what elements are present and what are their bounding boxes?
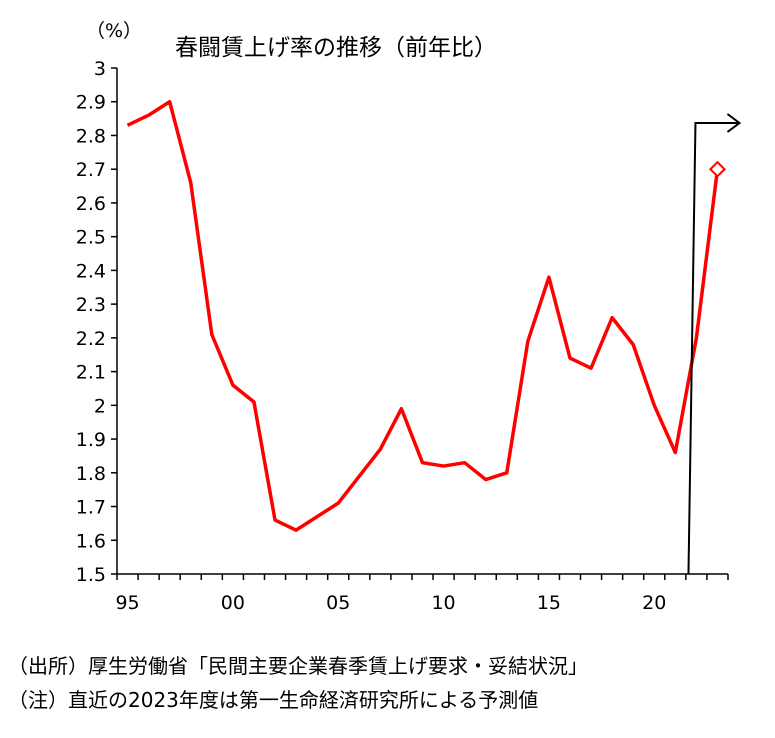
data-point [505,471,509,475]
x-tick-label: 00 [221,592,245,614]
y-tick-label: 2.6 [76,193,106,215]
data-points [126,100,699,532]
data-point [189,181,193,185]
y-tick-label: 2 [94,395,106,417]
data-point [673,451,677,455]
data-point [252,400,256,404]
y-tick-label: 2.3 [76,294,106,316]
forecast-note: （注）直近の2023年度は第一生命経済研究所による予測値 [8,688,539,712]
y-tick-label: 1.9 [76,429,106,451]
data-point [547,275,551,279]
x-tick-label: 05 [326,592,350,614]
data-point [336,501,340,505]
y-tick-label: 2.5 [76,227,106,249]
y-tick-label: 3 [94,58,106,80]
y-axis-unit-label: （%） [86,20,143,42]
y-tick-label: 1.8 [76,463,106,485]
data-point [652,403,656,407]
data-point [168,100,172,104]
line-chart: 1.5 1.6 1.7 1.8 1.9 2 2.1 2.2 2.3 2.4 2.5 2.6 2.7 2.8… [76,58,742,614]
y-axis: 1.5 1.6 1.7 1.8 1.9 2 2.1 2.2 2.3 2.4 2.5 2.6 2.7 2.8… [76,58,118,586]
data-point [357,474,361,478]
y-tick-label: 1.7 [76,497,106,519]
data-point [294,528,298,532]
data-point [694,336,698,340]
y-tick-label: 2.1 [76,362,106,384]
forecast-arrow-icon [687,113,742,575]
forecast-marker [708,160,726,178]
data-point [610,316,614,320]
data-point [315,515,319,519]
chart-title: 春闘賃上げ率の推移（前年比） [175,35,497,61]
series-line [126,99,720,532]
y-tick-label: 1.5 [76,564,106,586]
data-point [631,343,635,347]
data-point [231,383,235,387]
y-tick-label: 2.7 [76,159,106,181]
data-point [378,447,382,451]
y-tick-label: 2.9 [76,92,106,114]
data-point [210,332,214,336]
x-tick-label: 10 [431,592,455,614]
data-point [421,461,425,465]
x-tick-label: 95 [115,592,139,614]
data-point [126,123,130,127]
x-tick-label: 15 [537,592,561,614]
data-point [147,113,151,117]
data-point [399,407,403,411]
data-point [568,356,572,360]
data-point [589,366,593,370]
x-tick-label: 20 [642,592,666,614]
y-tick-label: 2.4 [76,260,106,282]
data-point [526,339,530,343]
data-point [273,518,277,522]
y-tick-label: 1.6 [76,530,106,552]
data-point [484,478,488,482]
data-point [442,464,446,468]
data-point [463,461,467,465]
y-tick-label: 2.8 [76,125,106,147]
source-note: （出所）厚生労働省「民間主要企業春季賃上げ要求・妥結状況」 [8,654,588,678]
y-tick-label: 2.2 [76,328,106,350]
x-axis: 95 00 05 10 15 20 [115,573,729,614]
